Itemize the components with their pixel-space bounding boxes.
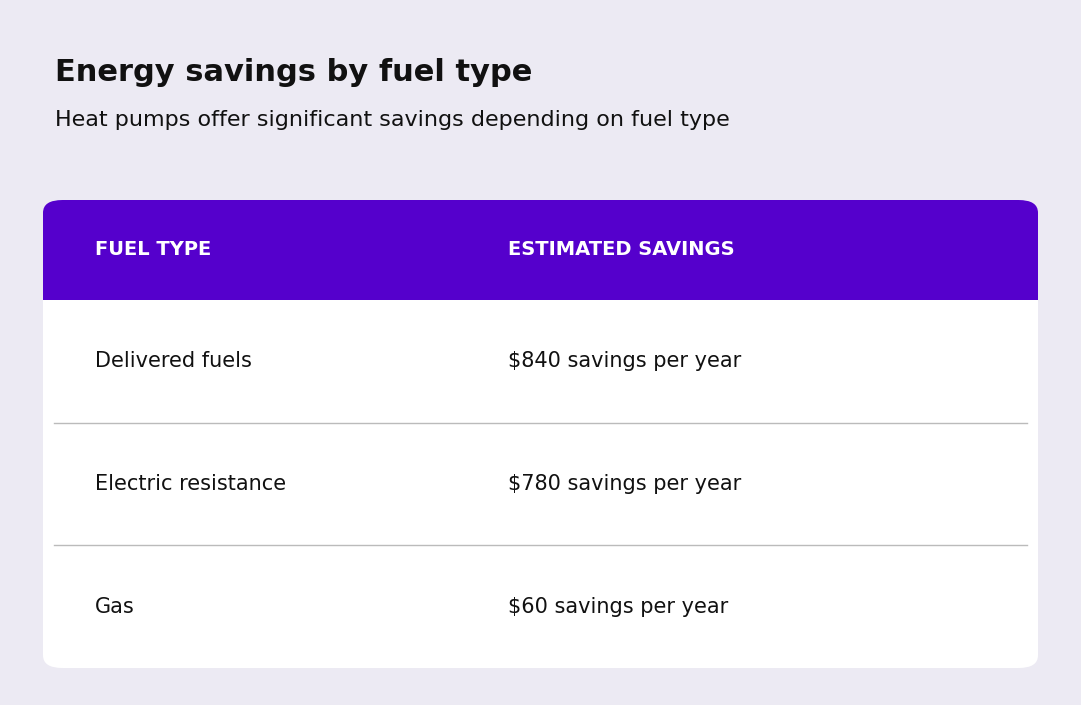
Text: $840 savings per year: $840 savings per year (508, 351, 742, 372)
Text: $780 savings per year: $780 savings per year (508, 474, 742, 494)
Text: $60 savings per year: $60 savings per year (508, 596, 729, 617)
Text: FUEL TYPE: FUEL TYPE (95, 240, 211, 259)
Text: Energy savings by fuel type: Energy savings by fuel type (55, 58, 532, 87)
Text: ESTIMATED SAVINGS: ESTIMATED SAVINGS (508, 240, 734, 259)
Text: Electric resistance: Electric resistance (95, 474, 286, 494)
Text: Delivered fuels: Delivered fuels (95, 351, 252, 372)
Text: Gas: Gas (95, 596, 135, 617)
Text: Heat pumps offer significant savings depending on fuel type: Heat pumps offer significant savings dep… (55, 110, 730, 130)
